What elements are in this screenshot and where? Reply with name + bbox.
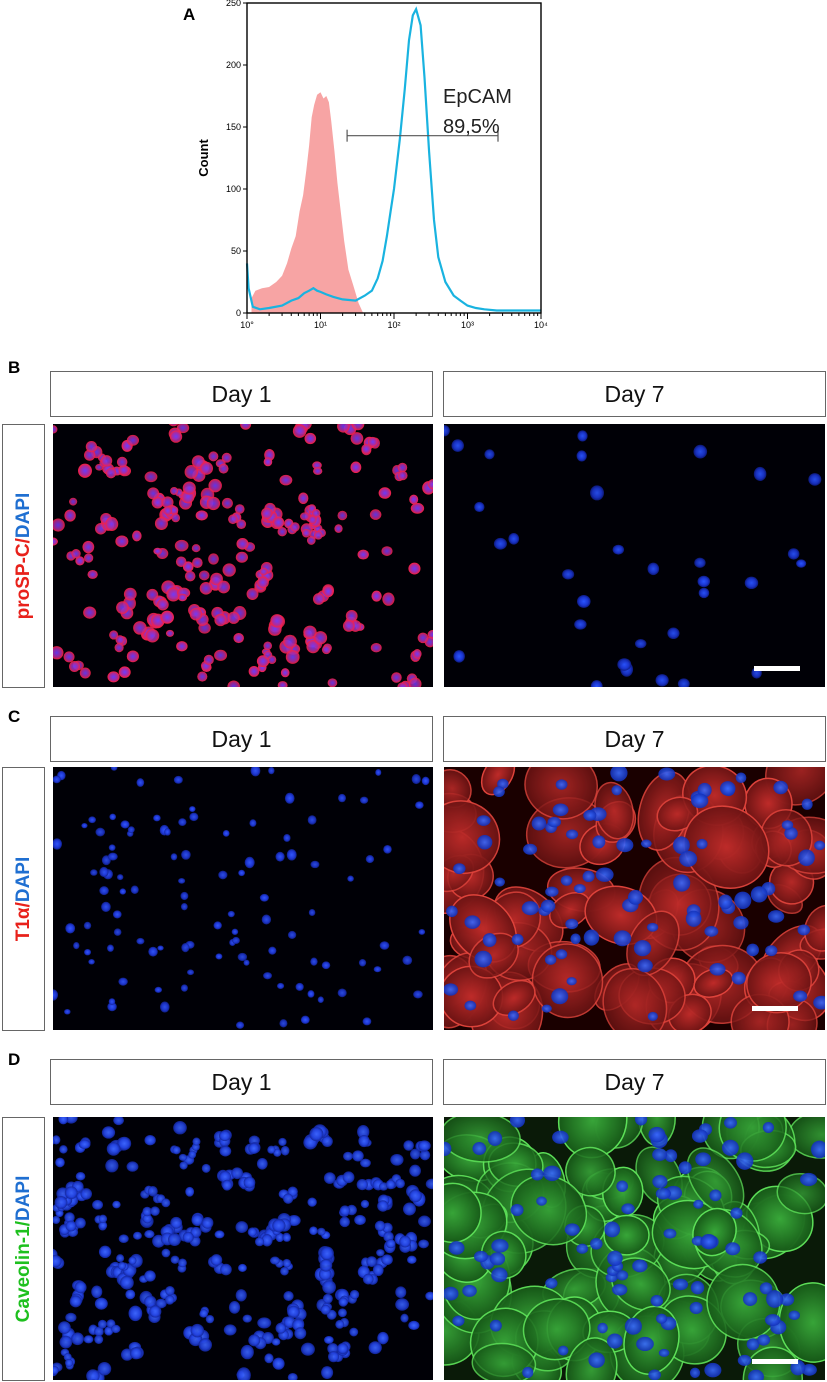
- scale-bar: [754, 666, 800, 671]
- panel-c-day7-header: Day 7: [443, 716, 826, 762]
- panel-letter-a: A: [183, 5, 196, 24]
- gate-label: EpCAM: [443, 86, 512, 108]
- scale-bar: [752, 1006, 798, 1011]
- micrograph-d-day7: [444, 1117, 825, 1380]
- micrograph-c-day7: [444, 767, 825, 1030]
- caveolin-1-label: Caveolin-1/: [12, 1221, 34, 1323]
- x-tick-label: 10¹: [314, 320, 327, 330]
- panel-letter-b: B: [8, 358, 21, 377]
- panel-letter-c: C: [8, 707, 21, 726]
- t1a-label: T1α/: [12, 902, 34, 942]
- scale-bar: [752, 1359, 798, 1364]
- flow-cytometry-histogram: 0 50 100 150 200 250 10° 10¹ 10² 10³ 10⁴ Count Ep…: [196, 0, 548, 330]
- y-tick-label: 150: [226, 122, 241, 132]
- micrograph-d-day1: [53, 1117, 433, 1380]
- prosp-c-label: proSP-C/: [12, 538, 34, 620]
- epcam-histogram-line: [245, 6, 541, 312]
- panel-c-stain-label: T1α/DAPI: [2, 767, 45, 1031]
- dapi-label-b: DAPI: [12, 492, 34, 539]
- panel-c-day1-header: Day 1: [50, 716, 433, 762]
- x-tick-label: 10²: [387, 320, 400, 330]
- y-axis-label: Count: [196, 139, 211, 177]
- panel-b-day1-header: Day 1: [50, 371, 433, 417]
- dapi-label-c: DAPI: [12, 856, 34, 903]
- epcam-gate: [346, 129, 499, 142]
- panel-b-stain-label: proSP-C/DAPI: [2, 424, 45, 688]
- x-tick-label: 10³: [461, 320, 474, 330]
- panel-b-day7-header: Day 7: [443, 371, 826, 417]
- panel-d-day7-header: Day 7: [443, 1059, 826, 1105]
- y-tick-label: 200: [226, 60, 241, 70]
- panel-d-stain-label: Caveolin-1/DAPI: [2, 1117, 45, 1381]
- micrograph-b-day1: [53, 424, 433, 687]
- panel-letter-d: D: [8, 1050, 21, 1069]
- y-tick-label: 100: [226, 184, 241, 194]
- micrograph-c-day1: [53, 767, 433, 1030]
- isotype-control-histogram: [251, 92, 364, 313]
- gate-percentage: 89,5%: [443, 116, 500, 138]
- x-tick-label: 10°: [240, 320, 254, 330]
- dapi-label-d: DAPI: [12, 1175, 34, 1222]
- micrograph-b-day7: [444, 424, 825, 687]
- y-tick-label: 250: [226, 0, 241, 8]
- y-tick-label: 0: [236, 308, 241, 318]
- y-tick-label: 50: [231, 246, 241, 256]
- panel-d-day1-header: Day 1: [50, 1059, 433, 1105]
- x-tick-label: 10⁴: [534, 320, 548, 330]
